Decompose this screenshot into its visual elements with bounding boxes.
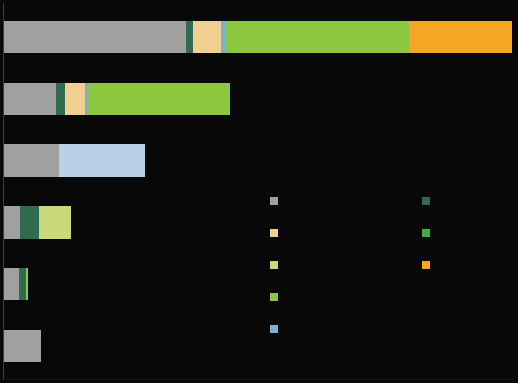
Bar (3, 21, 186, 53)
Bar (3, 268, 19, 300)
Bar (20, 206, 39, 239)
Bar (3, 83, 55, 115)
Bar (3, 330, 41, 362)
Bar (193, 21, 221, 53)
Bar (39, 206, 71, 239)
Bar (221, 21, 226, 53)
Bar (226, 21, 409, 53)
Bar (409, 21, 512, 53)
Bar (65, 83, 85, 115)
Bar (55, 83, 65, 115)
Bar (85, 83, 88, 115)
Bar (88, 83, 230, 115)
Bar (26, 268, 28, 300)
Bar (59, 144, 145, 177)
Bar (3, 206, 20, 239)
Bar (3, 144, 59, 177)
Bar (19, 268, 26, 300)
Bar (186, 21, 193, 53)
